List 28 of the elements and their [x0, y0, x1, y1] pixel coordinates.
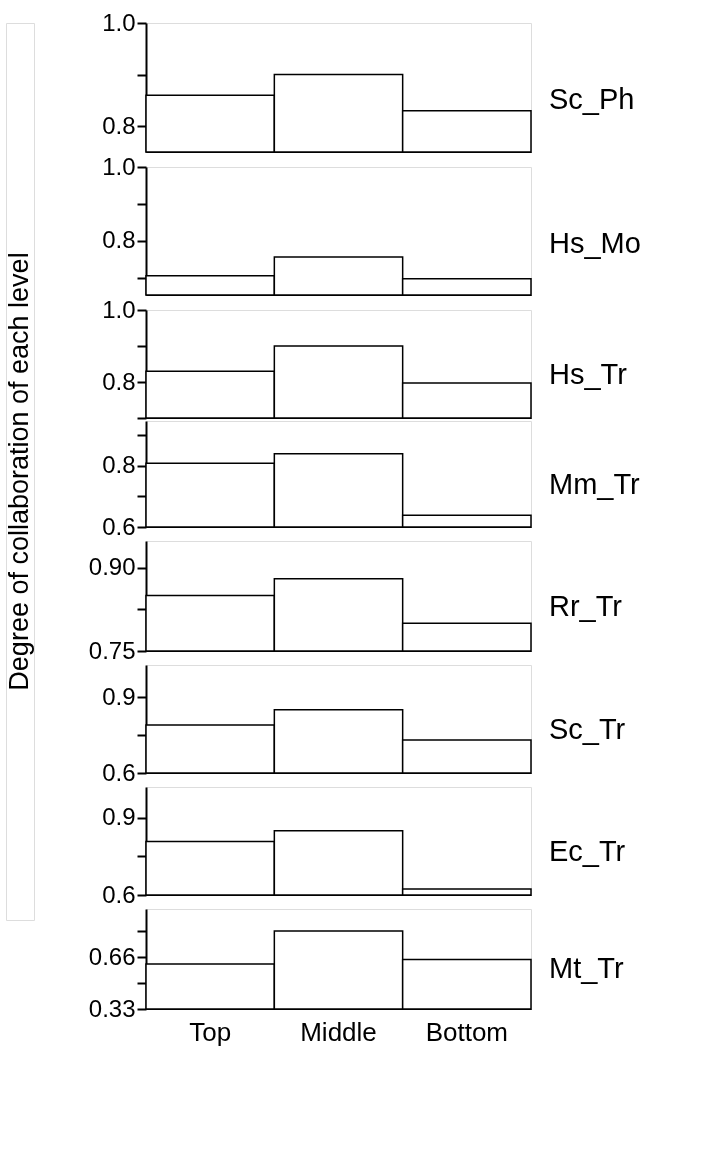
- series-label: Mt_Tr: [549, 952, 624, 984]
- y-tick-label: 0.90: [88, 553, 136, 581]
- series-label: Mm_Tr: [549, 467, 641, 500]
- series-label: Hs_Mo: [549, 226, 641, 259]
- y-tick-label: 1.0: [102, 295, 136, 323]
- series-label: Sc_Ph: [549, 83, 635, 116]
- y-tick-label: 0.8: [102, 367, 136, 395]
- y-tick-label: 0.6: [102, 880, 136, 908]
- y-tick-label: 0.8: [102, 111, 136, 139]
- x-tick-label: Top: [189, 1016, 232, 1047]
- series-label: Ec_Tr: [549, 834, 626, 867]
- y-axis-title: Degree of collaboration of each level: [4, 252, 34, 691]
- y-tick-label: 0.75: [88, 636, 136, 664]
- y-tick-label: 1.0: [102, 8, 136, 36]
- y-tick-label: 0.6: [102, 758, 136, 786]
- x-tick-label: Bottom: [425, 1016, 509, 1047]
- y-tick-label: 1.0: [102, 152, 136, 180]
- y-tick-label: 0.8: [102, 226, 136, 254]
- y-tick-label: 0.33: [88, 994, 136, 1022]
- x-tick-label: Middle: [300, 1016, 377, 1047]
- series-label: Sc_Tr: [549, 712, 626, 745]
- y-tick-label: 0.66: [88, 942, 136, 970]
- y-tick-label: 0.8: [102, 451, 136, 479]
- y-tick-label: 0.9: [102, 682, 136, 710]
- y-tick-label: 0.6: [102, 512, 136, 540]
- series-label: Rr_Tr: [549, 590, 623, 622]
- series-label: Hs_Tr: [549, 357, 628, 390]
- y-tick-label: 0.9: [102, 803, 136, 831]
